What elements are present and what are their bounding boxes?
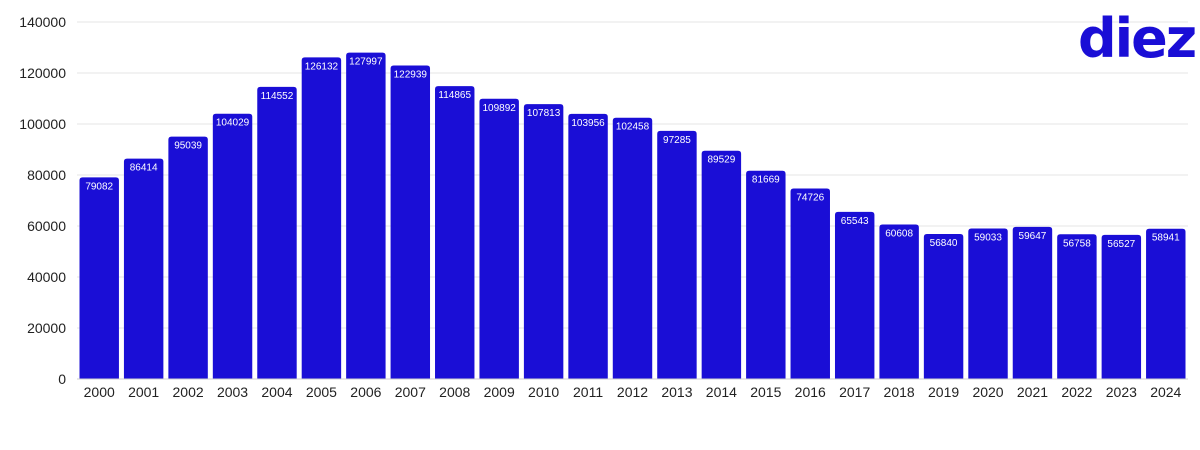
bar — [834, 211, 875, 379]
x-tick-label: 2000 — [84, 384, 115, 400]
bar — [212, 113, 253, 380]
bar-value-label: 60608 — [885, 228, 913, 239]
x-tick-label: 2013 — [661, 384, 692, 400]
x-tick-label: 2008 — [439, 384, 470, 400]
bar — [346, 52, 386, 379]
x-tick-label: 2024 — [1150, 384, 1181, 400]
bar-value-label: 59033 — [974, 232, 1002, 243]
x-tick-label: 2021 — [1017, 384, 1048, 400]
bar — [1057, 234, 1097, 379]
bar — [657, 130, 697, 379]
bar-value-label: 81669 — [752, 175, 780, 186]
bar — [435, 86, 475, 380]
bar-value-label: 65543 — [841, 216, 869, 227]
x-tick-label: 2018 — [884, 384, 915, 400]
x-tick-label: 2015 — [750, 384, 781, 400]
bar-value-label: 109892 — [482, 103, 516, 114]
y-tick-label: 60000 — [27, 218, 66, 234]
x-tick-label: 2014 — [706, 384, 737, 400]
x-tick-label: 2007 — [395, 384, 426, 400]
x-tick-label: 2004 — [261, 384, 292, 400]
bar — [479, 98, 519, 380]
bar — [968, 228, 1008, 379]
bar — [568, 113, 608, 379]
bar — [1101, 234, 1142, 379]
x-tick-label: 2022 — [1061, 384, 1092, 400]
x-tick-label: 2019 — [928, 384, 959, 400]
x-tick-label: 2016 — [795, 384, 826, 400]
bars — [79, 52, 1186, 380]
bar — [1146, 228, 1186, 379]
x-tick-label: 2010 — [528, 384, 559, 400]
y-tick-label: 120000 — [19, 65, 66, 81]
bar — [790, 188, 830, 379]
bar-value-label: 107813 — [527, 108, 561, 119]
bar-value-label: 114865 — [438, 90, 471, 101]
bar — [168, 136, 208, 379]
bar-value-label: 56840 — [930, 238, 958, 249]
bar-value-label: 104029 — [216, 118, 250, 129]
bar — [523, 104, 564, 380]
bar-value-label: 56527 — [1107, 239, 1135, 250]
bar — [79, 177, 119, 379]
bar-value-label: 79082 — [85, 181, 113, 192]
y-tick-label: 0 — [58, 371, 66, 387]
x-tick-label: 2009 — [484, 384, 515, 400]
y-tick-label: 100000 — [19, 116, 66, 132]
y-tick-label: 40000 — [27, 269, 66, 285]
x-tick-label: 2003 — [217, 384, 248, 400]
bar — [390, 65, 431, 379]
bar-value-label: 97285 — [663, 135, 691, 146]
y-tick-label: 80000 — [27, 167, 66, 183]
bar — [612, 117, 653, 379]
y-tick-label: 140000 — [19, 14, 66, 30]
x-tick-label: 2023 — [1106, 384, 1137, 400]
x-tick-label: 2020 — [972, 384, 1003, 400]
x-tick-label: 2011 — [573, 384, 603, 400]
y-axis: 0 20000 40000 60000 80000 100000 120000 140000 — [19, 14, 66, 387]
brand-logo: diez — [1078, 7, 1197, 70]
bar — [923, 234, 964, 379]
bar-value-label: 114552 — [261, 91, 294, 102]
bar-value-label: 59647 — [1019, 231, 1047, 242]
x-tick-label: 2002 — [173, 384, 204, 400]
bar-value-label: 58941 — [1152, 233, 1180, 244]
bar-value-label: 86414 — [130, 163, 158, 174]
x-tick-label: 2017 — [839, 384, 870, 400]
bar-value-label: 74726 — [796, 192, 824, 203]
bar-value-label: 126132 — [305, 61, 339, 72]
bar — [123, 158, 164, 379]
bar-value-labels: 79082 86414 95039 104029 114552 126132 127997 1… — [85, 57, 1180, 250]
bar-value-label: 102458 — [616, 122, 650, 133]
bar — [746, 170, 786, 379]
x-tick-label: 2005 — [306, 384, 337, 400]
bar-value-label: 103956 — [571, 118, 605, 129]
bar — [301, 57, 342, 379]
bar-value-label: 89529 — [707, 155, 735, 166]
bar — [879, 224, 919, 379]
bar — [257, 86, 297, 380]
bar — [1012, 226, 1053, 379]
x-tick-label: 2001 — [128, 384, 159, 400]
bar-value-label: 122939 — [394, 70, 428, 81]
bar-value-label: 95039 — [174, 141, 202, 152]
bar-value-label: 127997 — [349, 57, 383, 68]
bar — [701, 150, 742, 379]
x-axis: 2000 2001 2002 2003 2004 2005 2006 2007 2008 2009… — [77, 378, 1188, 400]
y-tick-label: 20000 — [27, 320, 66, 336]
x-tick-label: 2012 — [617, 384, 648, 400]
bar-value-label: 56758 — [1063, 238, 1091, 249]
x-tick-label: 2006 — [350, 384, 381, 400]
